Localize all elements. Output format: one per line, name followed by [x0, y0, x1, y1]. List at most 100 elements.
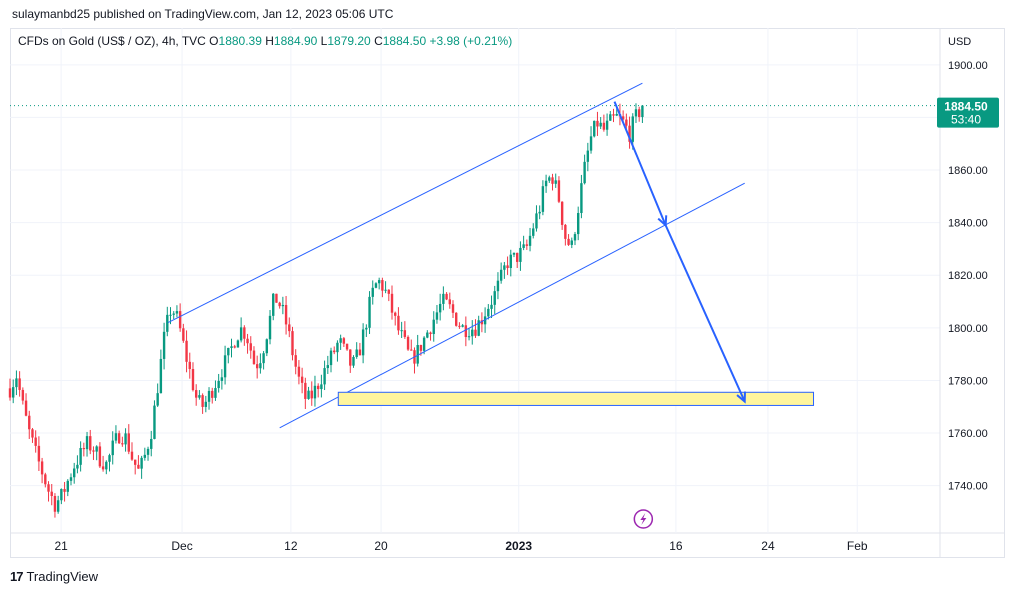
candle-body — [34, 437, 37, 446]
y-tick-label: 1760.00 — [948, 428, 988, 440]
candle-body — [31, 429, 34, 438]
candle-body — [490, 304, 493, 309]
candle-body — [95, 446, 98, 452]
candle-body — [188, 361, 191, 370]
symbol-name: CFDs on Gold (US$ / OZ), 4h, TVC — [18, 34, 206, 48]
candle-body — [117, 433, 121, 444]
candle-body — [63, 488, 66, 492]
candle-body — [544, 180, 548, 187]
candle-body — [394, 312, 397, 316]
currency-label: USD — [948, 36, 971, 48]
lightning-glyph — [640, 513, 647, 525]
candle-body — [596, 120, 599, 127]
candle-body — [422, 337, 426, 351]
candle-body — [53, 496, 57, 512]
candle-body — [628, 125, 631, 142]
publish-info: sulaymanbd25 published on TradingView.co… — [12, 7, 394, 21]
candle-body — [573, 234, 577, 241]
low-value: 1879.20 — [327, 34, 371, 48]
candle-body — [297, 366, 301, 377]
candle-body — [191, 369, 195, 391]
candle-body — [246, 338, 249, 344]
y-tick-label: 1900.00 — [948, 60, 988, 72]
candle-body — [66, 480, 69, 492]
candle-body — [150, 438, 153, 449]
candle-body — [320, 384, 323, 390]
candle-body — [576, 213, 580, 235]
candle-body — [442, 293, 445, 304]
candle-body — [130, 451, 134, 460]
candle-body — [458, 325, 461, 327]
y-tick-label: 1840.00 — [948, 218, 988, 230]
candle-body — [233, 346, 236, 348]
candle-body — [255, 364, 259, 369]
candle-body — [50, 491, 53, 497]
candle-body — [127, 433, 130, 452]
candle-body — [557, 180, 561, 202]
candle-body — [538, 211, 541, 214]
x-tick-label: 21 — [54, 539, 68, 553]
channel-lower-line — [279, 182, 745, 429]
candle-body — [230, 346, 233, 348]
candle-body — [448, 299, 451, 305]
candle-body — [12, 387, 15, 398]
x-tick-label: Feb — [847, 539, 868, 553]
candle-body — [564, 224, 567, 239]
candle-body — [24, 400, 28, 416]
candle-body — [114, 433, 118, 441]
candle-body — [342, 338, 346, 344]
candle-body — [580, 183, 583, 214]
candle-body — [403, 330, 407, 337]
candle-body — [259, 363, 262, 369]
candle-body — [426, 332, 429, 338]
y-tick-label: 1800.00 — [948, 323, 988, 335]
candle-body — [159, 358, 163, 394]
x-tick-label: 20 — [374, 539, 388, 553]
candle-body — [143, 454, 147, 458]
candle-body — [89, 436, 92, 451]
symbol-legend: CFDs on Gold (US$ / OZ), 4h, TVC O1880.3… — [18, 34, 512, 48]
candle-body — [397, 315, 400, 331]
candle-body — [593, 120, 596, 137]
candle-body — [522, 244, 525, 248]
candle-body — [609, 114, 612, 121]
close-value: 1884.50 — [382, 34, 427, 48]
candle-body — [265, 339, 269, 354]
candle-body — [313, 385, 317, 399]
candle-body — [400, 330, 403, 332]
candle-body — [377, 280, 381, 284]
high-label: H — [265, 34, 274, 48]
candle-body — [21, 389, 25, 401]
candle-body — [268, 315, 272, 340]
y-tick-label: 1780.00 — [948, 375, 988, 387]
candle-body — [471, 329, 474, 337]
y-tick-label: 1820.00 — [948, 270, 988, 282]
candle-body — [172, 313, 175, 315]
low-label: L — [320, 34, 328, 48]
candle-body — [349, 349, 352, 366]
candle-body — [105, 461, 108, 470]
candle-body — [631, 116, 634, 142]
open-value: 1880.39 — [218, 34, 262, 48]
candle-body — [333, 350, 336, 353]
support-zone — [337, 391, 815, 406]
candle-body — [236, 340, 240, 348]
candle-body — [612, 114, 615, 116]
candle-body — [435, 312, 439, 320]
tradingview-logo-icon: 17 — [10, 569, 24, 584]
footer-brand-text: TradingView — [26, 569, 99, 584]
candle-body — [387, 289, 390, 294]
candle-body — [621, 116, 625, 120]
candle-body — [336, 342, 339, 353]
candle-body — [329, 350, 333, 366]
candle-body — [272, 293, 275, 316]
footer-brand[interactable]: 17 TradingView — [10, 569, 98, 584]
x-tick-label: 12 — [284, 539, 298, 553]
candle-body — [487, 308, 490, 317]
candle-body — [281, 304, 285, 307]
candle-body — [211, 390, 214, 398]
candle-body — [284, 304, 288, 325]
candle-body — [82, 447, 86, 450]
candle-body — [85, 436, 89, 450]
